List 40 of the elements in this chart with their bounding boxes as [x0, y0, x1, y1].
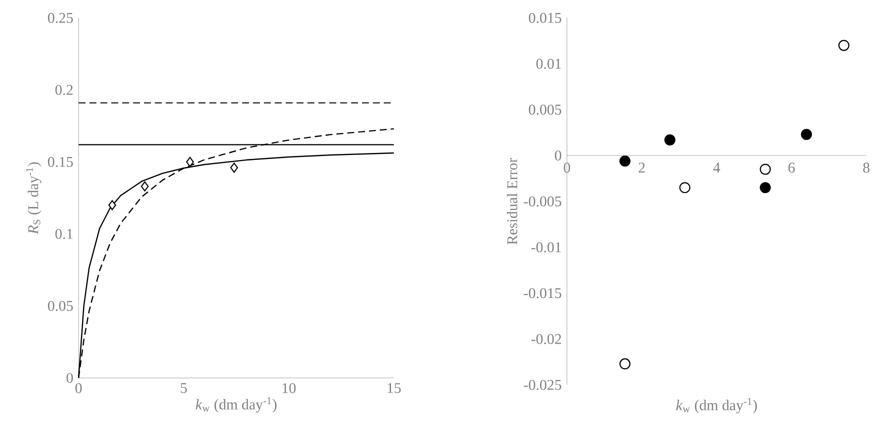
y-tick-label: 0.15	[48, 157, 73, 168]
y-tick-label: -0.005	[524, 196, 562, 207]
x-tick-label: 0	[564, 162, 570, 173]
y-tick-label: -0.025	[524, 380, 562, 390]
point	[230, 162, 238, 173]
y-tick-label: 0.01	[536, 58, 561, 69]
x-tick-label: 15	[388, 383, 401, 394]
y-tick-label: -0.015	[524, 288, 562, 298]
y-tick-label: 0.015	[528, 13, 562, 24]
point	[760, 164, 771, 175]
y-tick-label: 0.25	[48, 13, 73, 24]
x-tick-label: 2	[638, 162, 645, 173]
y-tick-label: 0.1	[55, 229, 73, 240]
point	[619, 156, 630, 167]
x-tick-label: 0	[75, 383, 82, 394]
point	[108, 200, 116, 210]
point	[760, 182, 771, 194]
x-tick-label: 8	[863, 162, 870, 173]
x-axis-title: k$_{w}$ (dm day$^{-1}$)	[676, 398, 757, 414]
x-tick-label: 10	[282, 383, 296, 394]
y-tick-label: -0.01	[531, 242, 561, 252]
point	[800, 129, 812, 140]
x-axis-title: k$_{w}$ (dm day$^{-1}$)	[196, 397, 276, 413]
x-tick-label: 5	[180, 383, 187, 394]
y-axis-title: R$_{S}$ (L day$^{-1}$)	[26, 162, 42, 234]
y-tick-label: 0	[66, 373, 73, 384]
y-axis-title: Residual Error	[506, 158, 518, 245]
y-tick-label: -0.02	[531, 334, 561, 344]
y-tick-label: 0.2	[55, 85, 73, 96]
point	[619, 358, 630, 370]
point	[186, 157, 194, 168]
x-tick-label: 4	[713, 162, 720, 173]
y-tick-label: 0	[554, 150, 562, 161]
y-tick-label: 0.005	[528, 104, 562, 115]
point	[140, 182, 149, 192]
point	[838, 40, 850, 52]
x-tick-label: 6	[788, 162, 795, 173]
point	[679, 182, 690, 194]
point	[664, 134, 676, 146]
y-tick-label: 0.05	[48, 301, 73, 312]
